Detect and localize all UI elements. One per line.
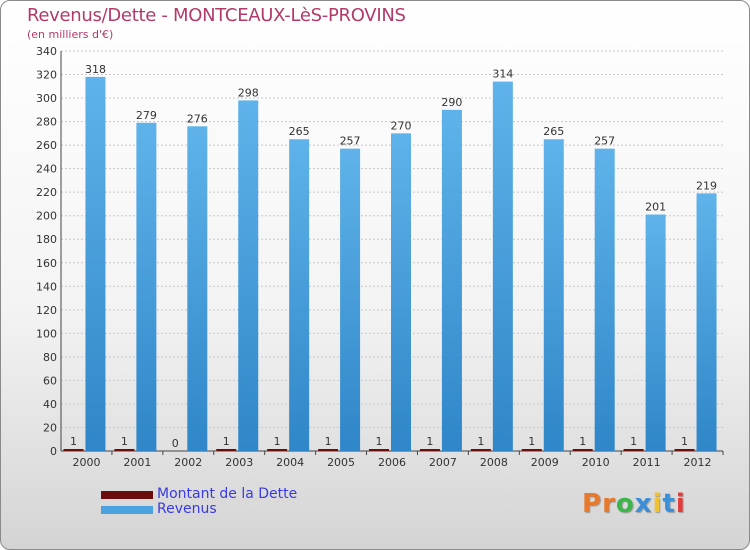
y-tick-label: 120 xyxy=(36,304,57,317)
x-tick-label: 2012 xyxy=(684,456,712,469)
bar-revenus xyxy=(492,81,513,452)
logo-letter: i xyxy=(675,489,686,519)
y-tick-label: 140 xyxy=(36,280,57,293)
y-tick-label: 80 xyxy=(43,351,57,364)
bar-dette xyxy=(419,449,440,451)
logo-letter: i xyxy=(652,489,663,519)
data-label-dette: 1 xyxy=(325,435,332,448)
data-label-revenus: 314 xyxy=(492,68,513,81)
y-tick-label: 60 xyxy=(43,374,57,387)
bar-revenus xyxy=(238,100,259,451)
data-label-revenus: 279 xyxy=(136,109,157,122)
bar-dette xyxy=(369,449,389,451)
data-label-dette: 1 xyxy=(579,435,586,448)
bar-dette xyxy=(470,449,491,451)
bar-revenus xyxy=(85,76,106,451)
x-tick-label: 2007 xyxy=(429,456,457,469)
x-tick-label: 2003 xyxy=(225,456,253,469)
data-label-revenus: 265 xyxy=(543,125,564,138)
x-tick-label: 2011 xyxy=(633,456,661,469)
data-label-revenus: 318 xyxy=(85,63,106,76)
bar-revenus xyxy=(543,139,564,451)
logo-letter: o xyxy=(615,489,635,519)
bar-revenus xyxy=(645,214,666,451)
bar-dette xyxy=(623,449,644,451)
bar-dette xyxy=(63,449,84,451)
data-label-revenus: 201 xyxy=(645,201,666,214)
y-tick-label: 200 xyxy=(36,210,57,223)
bar-dette xyxy=(114,449,135,451)
data-label-dette: 1 xyxy=(681,435,688,448)
bar-revenus xyxy=(696,193,717,451)
data-label-dette: 1 xyxy=(426,435,433,448)
y-tick-label: 340 xyxy=(36,45,57,58)
legend-label-revenus: Revenus xyxy=(157,501,217,517)
data-label-revenus: 219 xyxy=(696,179,717,192)
y-tick-label: 40 xyxy=(43,398,57,411)
bar-dette xyxy=(318,449,339,451)
x-tick-label: 2000 xyxy=(72,456,100,469)
bar-revenus xyxy=(289,139,310,451)
data-label-dette: 0 xyxy=(172,437,179,450)
data-label-dette: 1 xyxy=(70,435,77,448)
logo-letter: P xyxy=(582,489,603,519)
data-label-dette: 1 xyxy=(376,435,383,448)
chart-title: Revenus/Dette - MONTCEAUX-LèS-PROVINS xyxy=(27,5,406,26)
x-tick-label: 2005 xyxy=(327,456,355,469)
bar-revenus xyxy=(136,122,157,451)
y-tick-label: 320 xyxy=(36,69,57,82)
x-tick-label: 2010 xyxy=(582,456,610,469)
legend-label-dette: Montant de la Dette xyxy=(157,486,298,502)
bar-revenus xyxy=(391,133,411,451)
y-tick-label: 280 xyxy=(36,116,57,129)
bar-dette xyxy=(572,449,593,451)
x-tick-label: 2002 xyxy=(174,456,202,469)
y-tick-label: 300 xyxy=(36,92,57,105)
data-label-revenus: 257 xyxy=(340,135,361,148)
legend-swatch-revenus xyxy=(101,506,153,514)
bar-revenus xyxy=(441,109,462,451)
data-label-dette: 1 xyxy=(121,435,128,448)
bar-revenus xyxy=(594,148,615,451)
bar-revenus xyxy=(340,148,361,451)
y-tick-label: 220 xyxy=(36,186,57,199)
x-tick-label: 2006 xyxy=(378,456,406,469)
proxiti-logo: Proxiti xyxy=(582,489,686,519)
y-tick-label: 260 xyxy=(36,139,57,152)
y-tick-label: 160 xyxy=(36,257,57,270)
x-tick-label: 2009 xyxy=(531,456,559,469)
data-label-dette: 1 xyxy=(528,435,535,448)
y-tick-label: 20 xyxy=(43,421,57,434)
y-tick-label: 100 xyxy=(36,327,57,340)
data-label-dette: 1 xyxy=(223,435,230,448)
data-label-dette: 1 xyxy=(630,435,637,448)
data-label-dette: 1 xyxy=(477,435,484,448)
x-tick-label: 2008 xyxy=(480,456,508,469)
y-tick-label: 240 xyxy=(36,163,57,176)
data-label-revenus: 298 xyxy=(238,86,259,99)
data-label-dette: 1 xyxy=(274,435,281,448)
x-tick-label: 2004 xyxy=(276,456,304,469)
logo-letter: r xyxy=(602,489,616,519)
data-label-revenus: 276 xyxy=(187,112,208,125)
bar-dette xyxy=(216,449,237,451)
data-label-revenus: 270 xyxy=(391,119,412,132)
logo-letter: t xyxy=(662,489,676,519)
y-tick-label: 0 xyxy=(50,445,57,458)
bar-dette xyxy=(267,449,288,451)
bar-revenus xyxy=(187,126,208,451)
legend-swatch-dette xyxy=(101,491,153,499)
y-tick-label: 180 xyxy=(36,233,57,246)
data-label-revenus: 265 xyxy=(289,125,310,138)
bar-dette xyxy=(521,449,542,451)
x-tick-label: 2001 xyxy=(123,456,151,469)
chart-subtitle: (en milliers d'€) xyxy=(27,28,114,41)
data-label-revenus: 290 xyxy=(441,96,462,109)
logo-letter: x xyxy=(634,489,653,519)
bar-dette xyxy=(674,449,695,451)
data-label-revenus: 257 xyxy=(594,135,615,148)
